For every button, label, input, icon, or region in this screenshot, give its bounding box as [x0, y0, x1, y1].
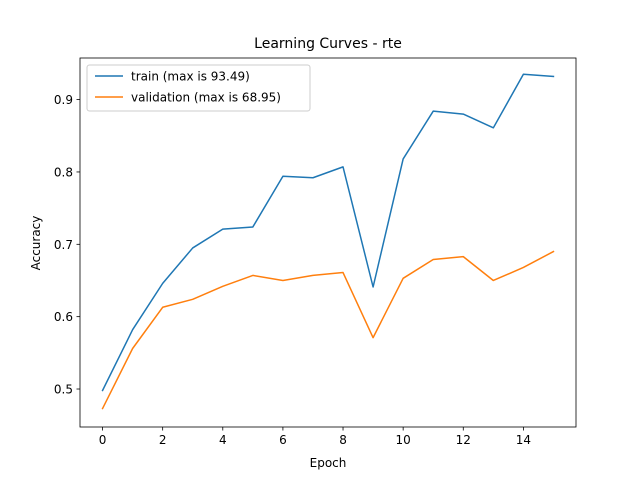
- x-tick-label: 2: [159, 433, 167, 447]
- y-tick-label: 0.5: [54, 383, 73, 397]
- x-tick-label: 0: [99, 433, 107, 447]
- x-axis-label: Epoch: [310, 456, 347, 470]
- legend: train (max is 93.49) validation (max is 6…: [86, 64, 311, 112]
- series-line-train: [101, 73, 555, 392]
- y-tick-label: 0.7: [54, 238, 73, 252]
- x-tick-label: 8: [339, 433, 347, 447]
- x-tick-label: 14: [516, 433, 531, 447]
- legend-label-train: train (max is 93.49): [131, 70, 250, 84]
- y-tick-label: 0.8: [54, 165, 73, 179]
- x-tick-label: 10: [396, 433, 411, 447]
- y-axis-label: Accuracy: [29, 216, 43, 271]
- axes-frame: [79, 57, 577, 428]
- legend-label-validation: validation (max is 68.95): [131, 91, 281, 105]
- x-tick-label: 12: [456, 433, 471, 447]
- y-tick-label: 0.9: [54, 93, 73, 107]
- x-tick-label: 6: [279, 433, 287, 447]
- chart-title: Learning Curves - rte: [254, 36, 402, 52]
- y-tick-label: 0.6: [54, 310, 73, 324]
- series-line-validation: [101, 250, 555, 410]
- plot-area: 0 2 4 6 8 10 12 14 0.5 0.6 0.7 0.8 0.9 train (max is …: [54, 57, 577, 447]
- x-tick-label: 4: [219, 433, 227, 447]
- legend-box: [86, 64, 311, 112]
